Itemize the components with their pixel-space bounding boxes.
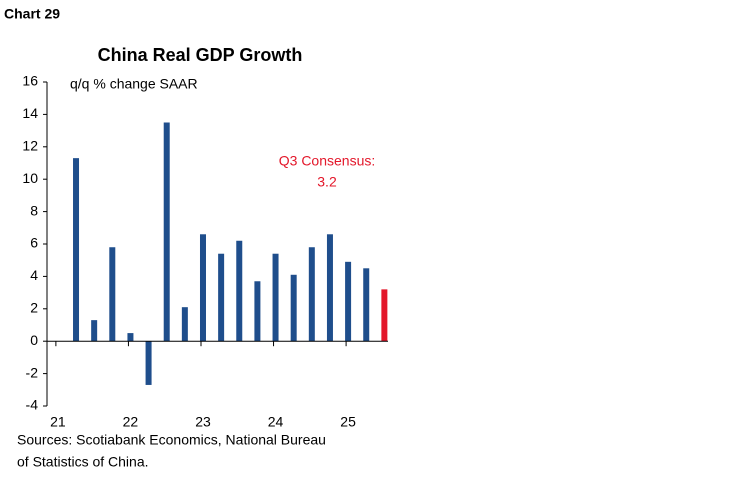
y-tick-label: 4 [30, 267, 38, 283]
y-tick-label: 10 [22, 170, 38, 186]
subtitle: q/q % change SAAR [70, 76, 198, 92]
annotation: 3.2 [317, 174, 337, 190]
bar [290, 274, 297, 342]
bar [254, 281, 261, 342]
x-tick-label: 24 [268, 414, 284, 430]
bar [381, 289, 388, 342]
bar [345, 261, 352, 342]
y-tick-label: 8 [30, 202, 38, 218]
y-tick-label: 12 [22, 138, 38, 154]
bar [127, 333, 134, 342]
y-tick-label: -2 [26, 364, 39, 380]
bar [91, 320, 98, 342]
source: Sources: Scotiabank Economics, National … [17, 432, 326, 448]
bar [73, 158, 80, 342]
y-tick-label: 0 [30, 332, 38, 348]
chart-title: China Real GDP Growth [98, 45, 303, 65]
y-tick-label: 16 [22, 73, 38, 89]
bar [181, 307, 188, 342]
y-tick-label: 2 [30, 300, 38, 316]
y-tick-label: 14 [22, 105, 38, 121]
bar [236, 240, 243, 342]
bar [272, 253, 279, 342]
bar [326, 234, 333, 342]
bar [163, 122, 170, 342]
bar [308, 247, 315, 342]
bar [363, 268, 370, 342]
bar [109, 247, 116, 342]
x-tick-label: 21 [50, 414, 66, 430]
x-tick-label: 23 [195, 414, 211, 430]
bar [145, 341, 152, 385]
source: of Statistics of China. [17, 454, 149, 470]
bar [199, 234, 206, 342]
y-tick-label: -4 [26, 397, 39, 413]
y-tick-label: 6 [30, 235, 38, 251]
annotation: Q3 Consensus: [279, 153, 376, 169]
x-tick-label: 25 [340, 414, 356, 430]
bar [218, 253, 225, 342]
x-tick-label: 22 [123, 414, 139, 430]
chart-label: Chart 29 [4, 6, 60, 22]
